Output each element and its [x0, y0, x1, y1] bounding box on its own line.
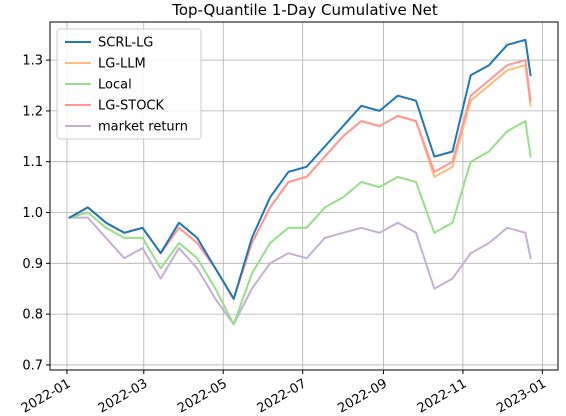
x-tick-label: 2022-05 — [175, 376, 230, 416]
series-line-local — [68, 120, 532, 326]
y-tick-label: 0.8 — [22, 308, 43, 323]
legend-label: Local — [98, 78, 132, 93]
y-tick-label: 1.2 — [22, 104, 43, 119]
plot-frame — [49, 21, 559, 371]
y-tick-label: 1.3 — [22, 54, 43, 69]
x-tick-label: 2022-09 — [335, 376, 390, 416]
x-tick-label: 2022-01 — [19, 376, 74, 416]
series-lines — [68, 38, 532, 326]
legend-label: LG-LLM — [98, 57, 146, 72]
legend-label: SCRL-LG — [98, 36, 153, 51]
legend-box — [56, 28, 202, 140]
series-line-scrl-lg — [68, 38, 532, 300]
x-tick-label: 2022-11 — [415, 376, 470, 416]
y-tick-label: 1.1 — [22, 155, 43, 170]
legend-label: LG-STOCK — [98, 99, 165, 114]
y-tick-label: 0.7 — [22, 358, 43, 373]
y-tick-label: 0.9 — [22, 257, 43, 272]
x-axis: 2022-01 2022-03 2022-05 2022-07 2022-09 2022-… — [19, 370, 549, 416]
y-axis: 0.7 0.8 0.9 1.0 1.1 1.2 1.3 — [22, 54, 50, 373]
x-tick-label: 2023-01 — [494, 376, 549, 416]
y-tick-label: 1.0 — [22, 206, 43, 221]
legend-label: market return — [98, 120, 188, 135]
x-tick-label: 2022-07 — [255, 376, 310, 416]
legend: SCRL-LG LG-LLM Local LG-STOCK market return — [56, 28, 202, 140]
x-tick-label: 2022-03 — [96, 376, 151, 416]
series-line-market-return — [68, 216, 532, 326]
chart-title: Top-Quantile 1-Day Cumulative Net — [171, 1, 438, 19]
